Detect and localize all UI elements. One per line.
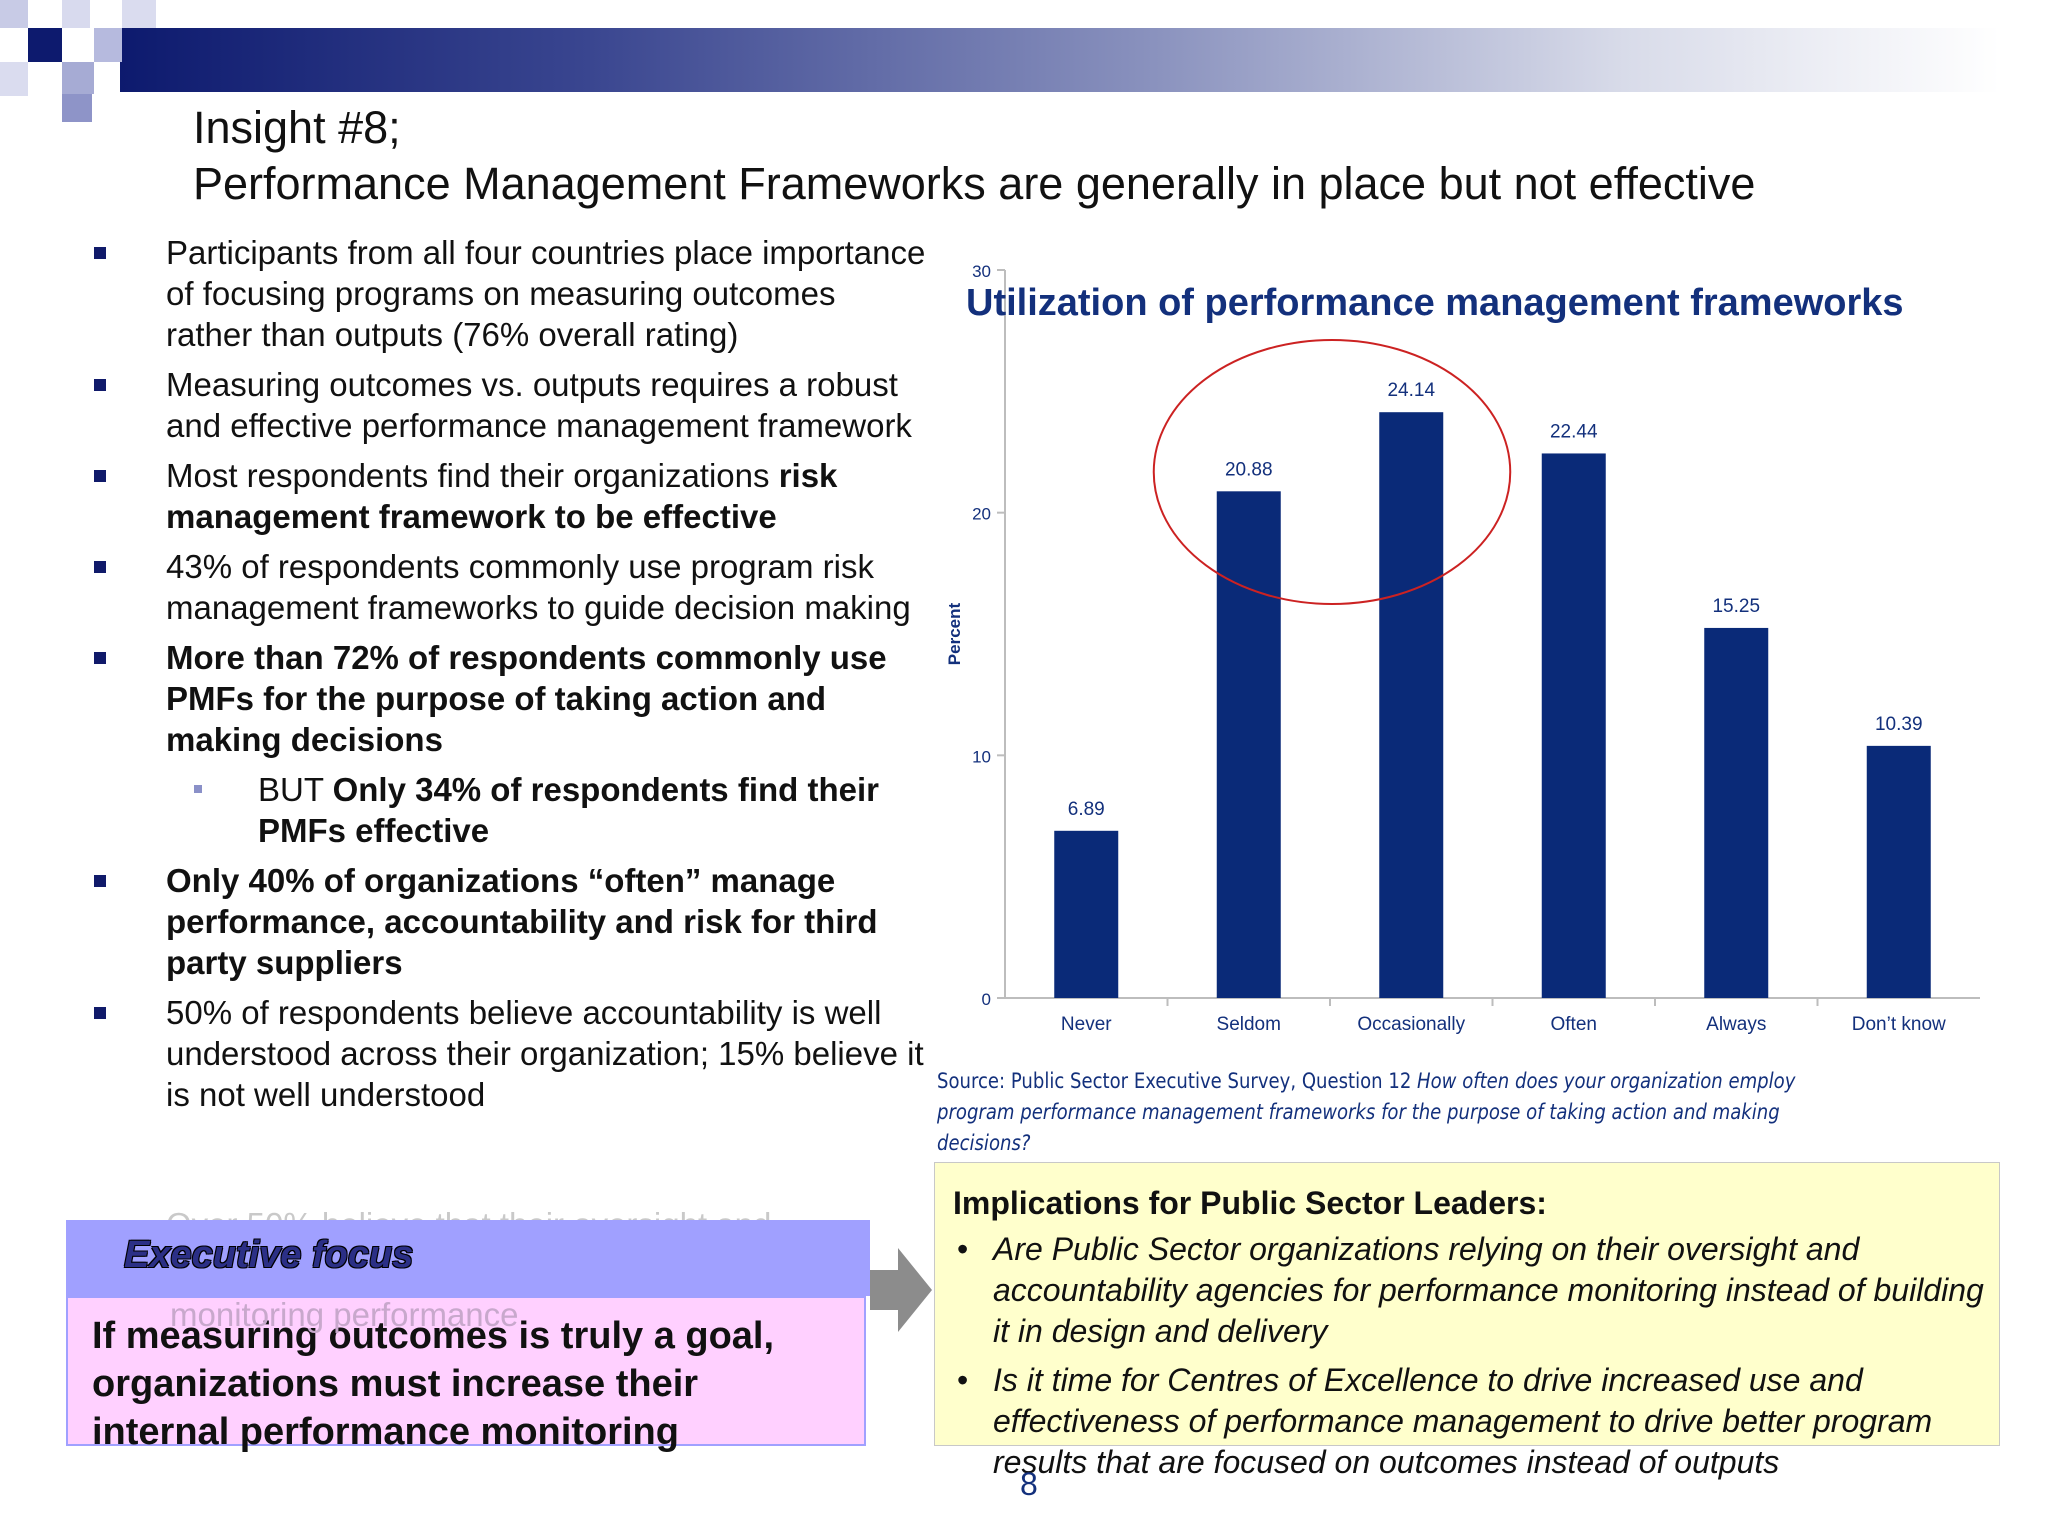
y-tick-label: 10 <box>972 747 991 766</box>
data-label: 10.39 <box>1875 714 1923 735</box>
implication-item: • Are Public Sector organizations relyin… <box>953 1229 1993 1352</box>
slide-title-line-1: Insight #8; <box>193 102 401 153</box>
category-label: Don’t know <box>1852 1014 1946 1035</box>
category-label: Often <box>1551 1014 1597 1035</box>
chart-title: Utilization of performance management fr… <box>966 282 1904 324</box>
decor-square <box>62 62 94 94</box>
implications-list: • Are Public Sector organizations relyin… <box>953 1229 1993 1491</box>
bullet-text: Participants from all four countries pla… <box>166 234 926 353</box>
bullet-dot-icon: • <box>957 1362 969 1398</box>
header-gradient-bar <box>120 28 2000 92</box>
right-arrow-icon <box>870 1248 932 1332</box>
data-label: 15.25 <box>1712 596 1760 617</box>
bullet-text: More than 72% of respondents commonly us… <box>166 639 887 758</box>
data-label: 22.44 <box>1550 421 1598 442</box>
square-bullet-icon <box>94 470 106 482</box>
data-label: 24.14 <box>1387 380 1435 401</box>
square-bullet-icon <box>94 1007 106 1019</box>
bullet-text: Only 34% of respondents find their PMFs … <box>258 771 879 849</box>
bullet-item: 43% of respondents commonly use program … <box>80 546 930 628</box>
bar-occasionally <box>1379 412 1444 999</box>
utilization-bar-chart: 0 10 20 30 Percent 6.89 Never 20.88 Seldom 24.14 O… <box>945 262 1980 1035</box>
insight-bullet-list: Participants from all four countries pla… <box>80 232 930 1124</box>
source-prefix: Source: Public Sector Executive Survey, … <box>937 1069 1418 1093</box>
bullet-text: Most respondents find their organization… <box>166 457 779 494</box>
bar-always <box>1704 627 1769 998</box>
y-axis-label: Percent <box>945 602 964 665</box>
page-number: 8 <box>1020 1466 1038 1502</box>
implications-title: Implications for Public Sector Leaders: <box>953 1185 1547 1221</box>
bullet-item: Most respondents find their organization… <box>80 455 930 537</box>
bar-often <box>1541 453 1606 998</box>
chart-source-note: Source: Public Sector Executive Survey, … <box>937 1066 1797 1159</box>
executive-focus-title: Executive focus <box>124 1234 414 1276</box>
decor-square <box>62 94 92 122</box>
decor-square <box>62 0 90 28</box>
bullet-dot-icon: • <box>957 1231 969 1267</box>
implication-item: • Is it time for Centres of Excellence t… <box>953 1360 1993 1483</box>
bullet-item: More than 72% of respondents commonly us… <box>80 637 930 760</box>
data-label: 6.89 <box>1068 799 1105 820</box>
bullet-text: risk management framework to be effectiv… <box>166 457 838 535</box>
bullet-text: Only 40% of organizations “often” manage… <box>166 862 878 981</box>
square-bullet-icon <box>94 379 106 391</box>
bar-don-t-know <box>1866 745 1931 998</box>
decor-square <box>122 0 156 28</box>
bullet-text: BUT <box>258 771 333 808</box>
square-bullet-icon <box>94 652 106 664</box>
decor-square <box>0 0 28 28</box>
executive-focus-header: Executive focus <box>66 1220 870 1296</box>
source-question: How often does your organization employ … <box>937 1069 1796 1155</box>
category-label: Occasionally <box>1357 1014 1465 1035</box>
slide-title: Insight #8; Performance Management Frame… <box>193 100 2013 212</box>
category-label: Seldom <box>1217 1014 1281 1035</box>
square-bullet-icon <box>94 875 106 887</box>
category-label: Never <box>1061 1014 1112 1035</box>
y-tick-label: 0 <box>982 990 991 1009</box>
decor-square <box>94 28 122 62</box>
square-bullet-icon <box>94 247 106 259</box>
square-bullet-icon <box>194 785 202 793</box>
bar-seldom <box>1216 491 1281 998</box>
decor-square <box>0 62 28 96</box>
highlight-ellipse <box>1152 339 1512 605</box>
y-tick-label: 30 <box>972 262 991 281</box>
y-tick-label: 20 <box>972 505 991 524</box>
executive-focus-body: If measuring outcomes is truly a goal, o… <box>66 1296 866 1453</box>
bullet-text: 43% of respondents commonly use program … <box>166 548 911 626</box>
bullet-text: 50% of respondents believe accountabilit… <box>166 994 924 1113</box>
square-bullet-icon <box>94 561 106 573</box>
implication-text: Are Public Sector organizations relying … <box>993 1231 1984 1349</box>
bullet-text: Measuring outcomes vs. outputs requires … <box>166 366 912 444</box>
slide-title-line-2: Performance Management Frameworks are ge… <box>193 158 1756 209</box>
bullet-item: Measuring outcomes vs. outputs requires … <box>80 364 930 446</box>
bar-never <box>1054 830 1119 998</box>
faded-bullet-text: monitoring performance <box>170 1296 519 1333</box>
decor-square <box>28 28 62 62</box>
data-label: 20.88 <box>1225 459 1273 480</box>
bullet-item: 50% of respondents believe accountabilit… <box>80 992 930 1115</box>
implications-box: Implications for Public Sector Leaders: … <box>934 1162 2000 1480</box>
bullet-item: Only 40% of organizations “often” manage… <box>80 860 930 983</box>
implication-text: Is it time for Centres of Excellence to … <box>993 1362 1933 1480</box>
category-label: Always <box>1706 1014 1766 1035</box>
sub-bullet-item: BUT Only 34% of respondents find their P… <box>80 769 930 851</box>
bullet-item: Participants from all four countries pla… <box>80 232 930 355</box>
